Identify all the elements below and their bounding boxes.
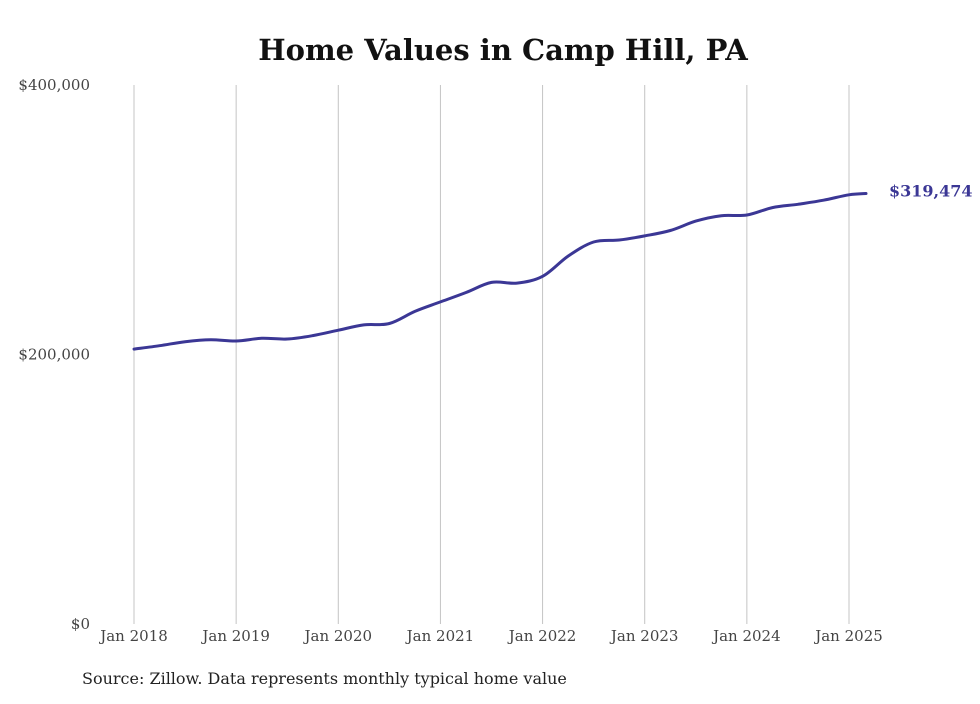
x-tick-label: Jan 2022 [507, 627, 577, 645]
x-axis-ticks: Jan 2018 Jan 2019 Jan 2020 Jan 2021 Jan 2022… [98, 627, 883, 645]
x-tick-label: Jan 2020 [303, 627, 373, 645]
series-line [132, 192, 868, 351]
end-value-label: $319,474 [889, 182, 973, 201]
x-tick-label: Jan 2024 [711, 627, 781, 645]
x-tick-label: Jan 2019 [200, 627, 270, 645]
x-tick-label: Jan 2023 [609, 627, 679, 645]
y-tick-label: $400,000 [18, 76, 90, 94]
x-tick-label: Jan 2025 [813, 627, 883, 645]
y-axis-ticks: $0 $200,000 $400,000 [18, 76, 90, 633]
x-tick-label: Jan 2018 [98, 627, 168, 645]
chart-title: Home Values in Camp Hill, PA [258, 33, 748, 67]
x-tick-label: Jan 2021 [405, 627, 475, 645]
y-tick-label: $0 [71, 615, 90, 633]
source-note: Source: Zillow. Data represents monthly … [82, 669, 567, 688]
grid-lines [133, 85, 850, 624]
series-group [132, 192, 868, 351]
y-tick-label: $200,000 [18, 346, 90, 364]
